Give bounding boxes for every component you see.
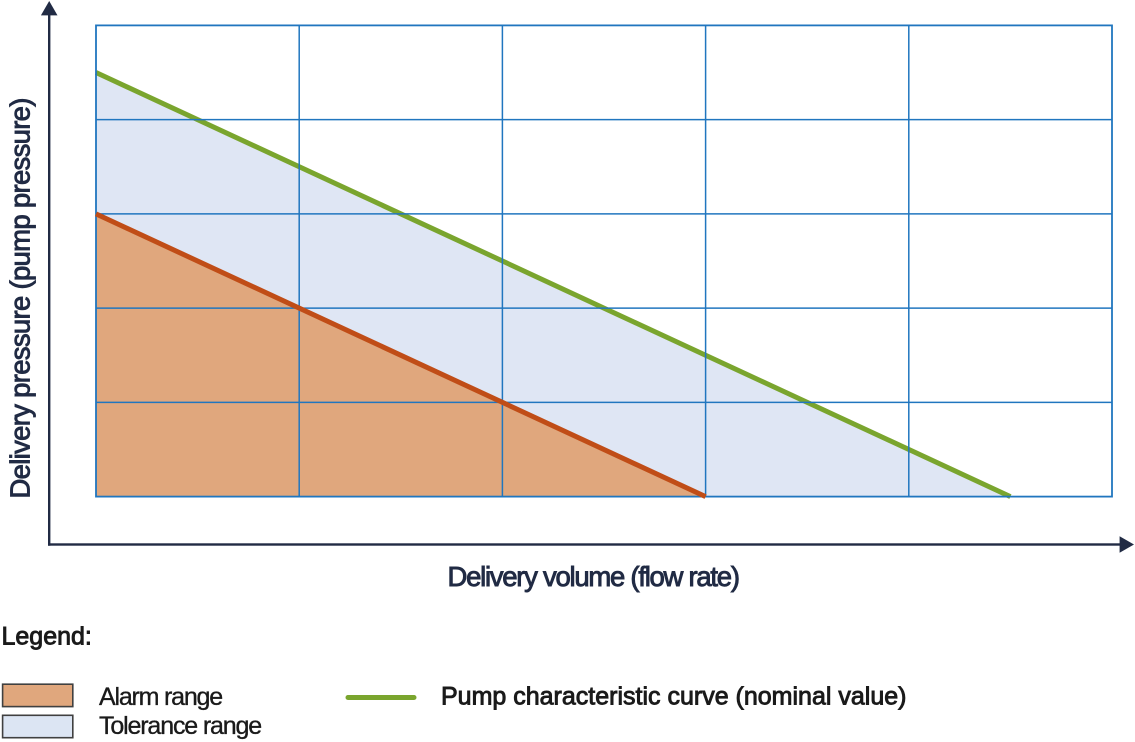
svg-text:Delivery pressure (pump pressu: Delivery pressure (pump pressure) (5, 98, 36, 498)
svg-text:Tolerance range: Tolerance range (99, 712, 261, 740)
svg-text:Pump characteristic curve (nom: Pump characteristic curve (nominal value… (441, 683, 906, 711)
svg-text:Legend:: Legend: (2, 623, 92, 651)
svg-text:Alarm range: Alarm range (99, 683, 222, 711)
svg-text:Delivery volume (flow rate): Delivery volume (flow rate) (448, 561, 739, 592)
